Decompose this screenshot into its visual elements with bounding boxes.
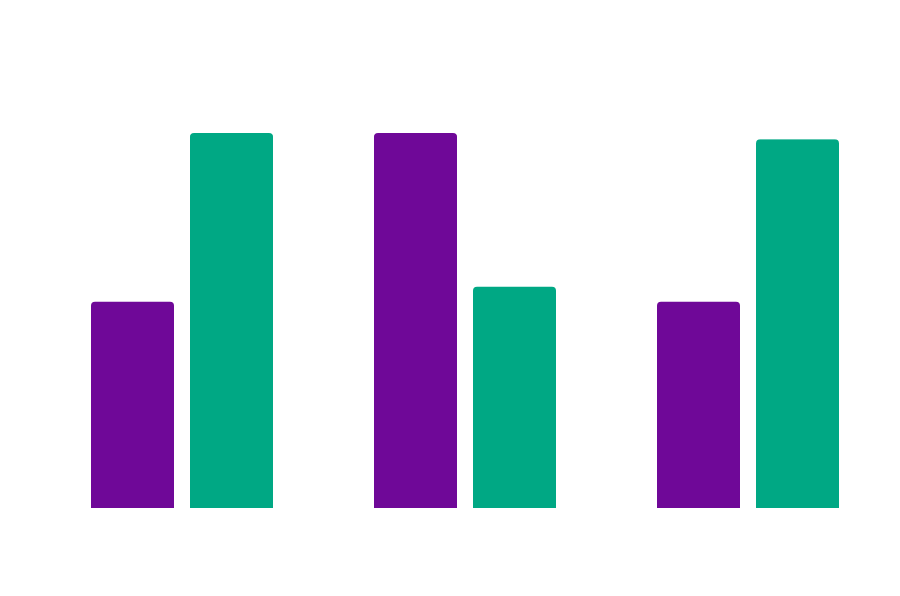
- bar-group-layer: [91, 133, 839, 508]
- bar-series-1-group-1: [91, 301, 174, 508]
- bar-series-1-group-2: [374, 133, 457, 508]
- bar-series-1-group-3: [657, 301, 740, 508]
- bar-series-2-group-1: [190, 133, 273, 508]
- bar-series-2-group-2: [473, 286, 556, 508]
- bar-series-2-group-3: [756, 139, 839, 508]
